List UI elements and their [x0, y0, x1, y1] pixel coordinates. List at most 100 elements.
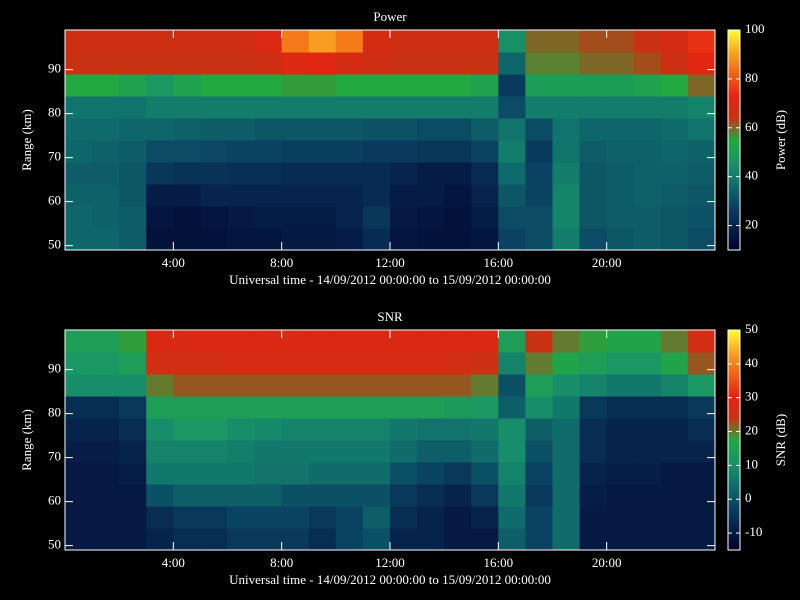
heat-cell: [687, 184, 716, 207]
heat-cell: [498, 118, 526, 141]
heat-cell: [335, 440, 364, 463]
heat-cell: [308, 418, 337, 441]
heat-cell: [173, 30, 201, 53]
heat-cell: [119, 374, 147, 397]
heat-cell: [281, 440, 310, 463]
heat-cell: [119, 162, 147, 185]
heat-cell: [200, 506, 228, 529]
heat-cell: [498, 52, 526, 75]
heat-cell: [146, 140, 174, 163]
heat-cell: [200, 352, 228, 375]
heat-cell: [335, 330, 364, 353]
x-tick-label: 16:00: [484, 255, 514, 270]
colorbar-tick-label: 20: [745, 217, 758, 232]
heat-cell: [498, 184, 526, 207]
heat-cell: [390, 352, 418, 375]
heat-cell: [362, 140, 391, 163]
heat-cell: [579, 506, 608, 529]
x-tick-label: 4:00: [162, 555, 185, 570]
heat-cell: [606, 206, 635, 229]
heat-cell: [471, 52, 499, 75]
heat-cell: [173, 52, 201, 75]
heat-cell: [525, 74, 553, 97]
heat-cell: [660, 30, 689, 53]
heat-cell: [65, 206, 93, 229]
heat-cell: [417, 52, 445, 75]
heat-cell: [390, 418, 418, 441]
heat-cell: [687, 118, 716, 141]
heat-cell: [65, 418, 93, 441]
heat-cell: [227, 352, 256, 375]
heat-cell: [308, 118, 337, 141]
heat-cell: [687, 228, 716, 251]
heat-cell: [579, 118, 608, 141]
colorbar-tick-label: 40: [745, 355, 758, 370]
heat-cell: [471, 118, 499, 141]
heat-cell: [335, 418, 364, 441]
heat-cell: [200, 440, 228, 463]
heat-cell: [200, 462, 228, 485]
heat-cell: [579, 330, 608, 353]
heat-cell: [687, 330, 716, 353]
heat-cell: [498, 374, 526, 397]
heat-cell: [119, 96, 147, 119]
heat-cell: [362, 184, 391, 207]
heat-cell: [498, 528, 526, 551]
heat-cell: [633, 74, 662, 97]
heat-cell: [444, 74, 472, 97]
heat-cell: [579, 418, 608, 441]
heat-cell: [281, 330, 310, 353]
x-tick-label: 12:00: [375, 255, 405, 270]
heat-cell: [606, 440, 635, 463]
heat-cell: [281, 418, 310, 441]
heat-cell: [444, 528, 472, 551]
heat-cell: [417, 484, 445, 507]
heat-cell: [65, 118, 93, 141]
heat-cell: [471, 330, 499, 353]
heat-cell: [471, 484, 499, 507]
y-axis-label: Range (km): [19, 109, 34, 171]
heat-cell: [227, 462, 256, 485]
heat-cell: [579, 484, 608, 507]
heat-cell: [146, 396, 174, 419]
heat-cell: [335, 396, 364, 419]
heat-cell: [525, 162, 553, 185]
heat-cell: [390, 162, 418, 185]
heat-cell: [119, 184, 147, 207]
heat-cell: [173, 118, 201, 141]
heat-cell: [308, 352, 337, 375]
heat-cell: [390, 74, 418, 97]
heat-cell: [417, 418, 445, 441]
heat-cell: [254, 140, 283, 163]
heat-cell: [65, 96, 93, 119]
heat-cell: [417, 528, 445, 551]
heat-cell: [417, 506, 445, 529]
colorbar-tick-label: 40: [745, 168, 758, 183]
heat-cell: [254, 30, 283, 53]
heat-cell: [146, 462, 174, 485]
heat-cell: [227, 162, 256, 185]
heat-cell: [390, 440, 418, 463]
heat-cell: [579, 140, 608, 163]
heat-cell: [335, 162, 364, 185]
heat-cell: [579, 374, 608, 397]
heat-cell: [281, 96, 310, 119]
heat-cell: [660, 396, 689, 419]
heat-cell: [92, 118, 120, 141]
heat-cell: [281, 528, 310, 551]
heat-cell: [335, 74, 364, 97]
y-tick-label: 50: [48, 537, 61, 552]
heat-cell: [200, 162, 228, 185]
heat-cell: [254, 74, 283, 97]
heat-cell: [606, 228, 635, 251]
x-tick-label: 20:00: [592, 555, 622, 570]
heat-cell: [200, 184, 228, 207]
heat-cell: [525, 30, 553, 53]
heat-cell: [92, 74, 120, 97]
heat-cell: [660, 528, 689, 551]
heat-cell: [227, 528, 256, 551]
x-axis-label: Universal time - 14/09/2012 00:00:00 to …: [229, 572, 551, 587]
heat-cell: [660, 506, 689, 529]
heat-cell: [146, 528, 174, 551]
x-tick-label: 8:00: [270, 255, 293, 270]
